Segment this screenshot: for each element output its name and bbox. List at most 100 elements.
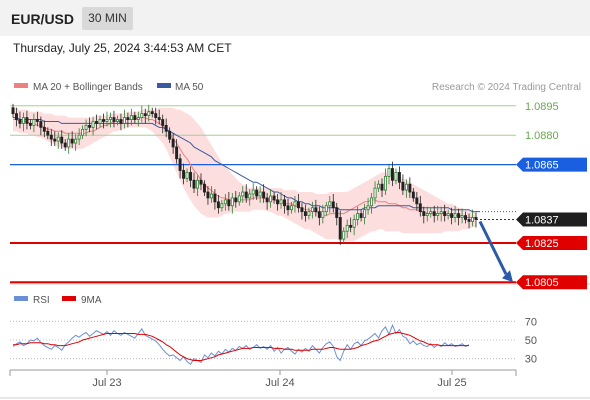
- timeframe-badge[interactable]: 30 MIN: [82, 7, 133, 30]
- candle-body-62: [227, 199, 231, 207]
- candle-body-26: [102, 119, 105, 122]
- level-label-4: 1.0805: [525, 277, 559, 289]
- candle-body-86: [310, 207, 314, 213]
- bollinger-band-area: [13, 107, 476, 241]
- candle-body-48: [178, 158, 182, 171]
- candle-body-47: [175, 146, 179, 160]
- candle-body-4: [25, 117, 29, 124]
- candle-body-14: [60, 136, 64, 144]
- candle-body-24: [95, 121, 99, 124]
- candle-body-50: [185, 172, 189, 179]
- candle-body-46: [171, 138, 175, 148]
- rsi-plot: 70 50 30: [10, 316, 537, 366]
- candle-body-71: [258, 191, 262, 197]
- candle-body-0: [11, 107, 15, 115]
- price-plot: 1.0895 1.0880 1.0865 1.0825 1.0805 1.0837: [10, 101, 587, 290]
- candle-body-66: [241, 191, 245, 197]
- candle-body-109: [390, 168, 394, 181]
- x-tick-label-0: Jul 23: [92, 377, 121, 389]
- candle-body-105: [377, 183, 381, 189]
- header-bar: EUR/USD 30 MIN: [0, 0, 590, 36]
- candle-body-81: [293, 201, 297, 207]
- candle-body-6: [32, 119, 36, 126]
- candle-body-75: [272, 195, 276, 201]
- candle-body-18: [74, 138, 78, 144]
- candle-body-32: [122, 117, 126, 124]
- ma20-legend-swatch: [14, 83, 28, 88]
- candle-body-96: [345, 224, 349, 232]
- candle-body-10: [46, 130, 50, 136]
- candle-body-107: [384, 175, 387, 191]
- rsi-tick-label-1: 50: [525, 335, 537, 347]
- candle-body-93: [335, 207, 339, 218]
- candle-body-55: [202, 183, 206, 193]
- candle-body-99: [356, 213, 360, 220]
- candle-body-44: [164, 125, 168, 132]
- candle-body-88: [317, 211, 321, 218]
- candle-body-69: [251, 189, 255, 195]
- candle-body-56: [206, 191, 210, 199]
- candle-body-127: [453, 213, 457, 218]
- candle-body-121: [432, 211, 436, 216]
- ma9-legend-label: 9MA: [81, 295, 102, 306]
- rsi-legend-swatch: [14, 296, 28, 301]
- candle-body-45: [168, 130, 172, 140]
- instrument-symbol: EUR/USD: [11, 11, 75, 27]
- candle-body-33: [126, 117, 130, 120]
- candle-body-27: [105, 119, 109, 122]
- candle-body-83: [300, 207, 304, 213]
- level-label-2: 1.0865: [525, 160, 559, 172]
- candle-body-16: [67, 138, 71, 148]
- candle-body-122: [436, 213, 440, 216]
- candle-body-21: [84, 125, 88, 130]
- candle-body-12: [53, 138, 57, 142]
- candle-body-64: [234, 197, 238, 203]
- candle-body-85: [307, 211, 311, 216]
- candle-body-95: [342, 230, 346, 240]
- rsi-tick-label-0: 70: [525, 316, 537, 328]
- level-tag-2: [516, 157, 587, 172]
- candle-body-8: [39, 121, 43, 128]
- candle-body-76: [276, 199, 280, 205]
- level-label-1: 1.0880: [525, 130, 559, 142]
- level-tag-3: [516, 236, 587, 250]
- ma50-line: [13, 117, 480, 213]
- candle-body-110: [394, 172, 398, 181]
- candle-body-54: [199, 179, 203, 185]
- candle-body-15: [63, 142, 67, 148]
- candle-body-97: [349, 224, 353, 228]
- candle-body-23: [91, 121, 95, 128]
- candle-body-111: [397, 172, 401, 183]
- candle-body-43: [161, 119, 165, 126]
- candle-body-73: [265, 197, 269, 203]
- candle-body-67: [244, 191, 248, 199]
- candle-body-108: [387, 168, 391, 177]
- x-tick-label-1: Jul 24: [265, 377, 294, 389]
- candle-body-74: [269, 195, 273, 203]
- candle-body-129: [460, 215, 464, 218]
- candle-body-100: [359, 213, 363, 218]
- ma50-legend-label: MA 50: [175, 82, 204, 93]
- candle-body-78: [283, 199, 287, 207]
- candle-body-104: [373, 187, 377, 199]
- level-label-0: 1.0895: [525, 101, 559, 113]
- candle-body-42: [157, 117, 161, 120]
- candle-body-79: [286, 205, 290, 211]
- report-timestamp: Thursday, July 25, 2024 3:44:53 AM CET: [13, 41, 232, 55]
- candle-body-72: [262, 191, 266, 199]
- candle-body-19: [77, 134, 81, 140]
- candle-body-52: [192, 179, 196, 189]
- rsi-ma9-line: [13, 332, 469, 361]
- candle-body-60: [220, 203, 224, 209]
- candle-body-63: [230, 197, 234, 207]
- rsi-line: [12, 323, 470, 366]
- candle-body-115: [411, 191, 415, 199]
- level-label-3: 1.0825: [525, 238, 559, 250]
- candle-body-102: [366, 205, 370, 211]
- candle-body-126: [450, 213, 454, 218]
- forecast-arrow-head: [502, 270, 513, 283]
- candle-body-25: [98, 119, 102, 124]
- current-price-label: 1.0837: [525, 214, 559, 226]
- candle-body-35: [133, 115, 137, 120]
